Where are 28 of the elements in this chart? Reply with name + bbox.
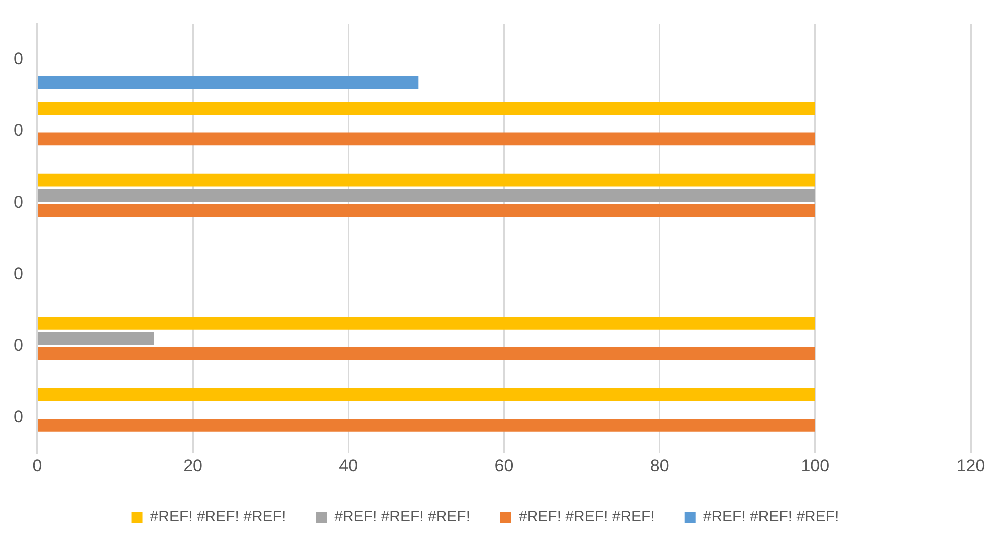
y-tick-label: 0: [14, 50, 24, 69]
x-tick-label: 60: [494, 456, 514, 476]
bar: [38, 76, 419, 90]
y-tick-label: 0: [14, 121, 24, 140]
y-tick-label: 0: [14, 336, 24, 355]
x-tick-label: 0: [32, 456, 42, 476]
legend-label: #REF! #REF! #REF!: [150, 508, 286, 526]
legend-label: #REF! #REF! #REF!: [334, 508, 471, 526]
legend-label: #REF! #REF! #REF!: [519, 508, 655, 526]
legend-label: #REF! #REF! #REF!: [703, 508, 840, 526]
bar: [38, 102, 816, 116]
bar: [38, 316, 816, 330]
x-tick-label: 100: [801, 456, 830, 476]
x-tick-label: 80: [650, 456, 670, 476]
x-tick-label: 40: [339, 456, 358, 476]
y-tick-label: 0: [14, 408, 24, 427]
x-tick-label: 120: [956, 456, 986, 476]
bar: [38, 347, 816, 360]
y-tick-label: 0: [14, 264, 24, 284]
x-tick-label: 20: [184, 456, 203, 476]
bar: [38, 418, 816, 432]
bar: [38, 204, 816, 218]
bar: [38, 332, 154, 346]
bar: [38, 132, 816, 146]
y-tick-label: 0: [14, 192, 24, 212]
bar: [38, 189, 816, 202]
bar: [38, 388, 816, 402]
bar: [38, 174, 816, 187]
